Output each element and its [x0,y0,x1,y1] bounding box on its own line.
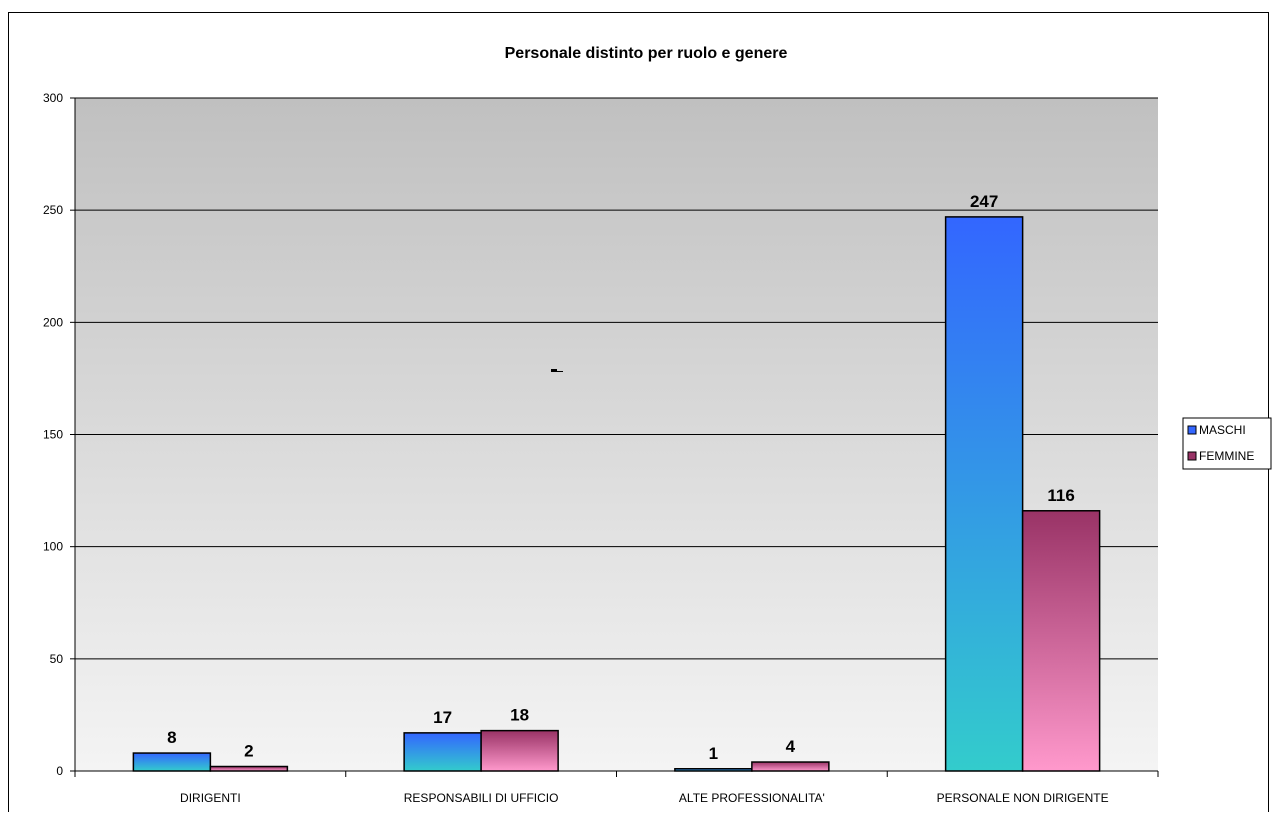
data-label: 8 [167,728,176,747]
data-label: 116 [1047,486,1074,505]
legend: MASCHI FEMMINE [1182,417,1272,470]
data-label: 2 [244,742,253,761]
y-tick-label: 150 [43,428,63,442]
stray-mark-tail [555,371,563,372]
bar-femmine-3 [1021,510,1101,772]
data-label: 1 [709,744,718,763]
stray-mark [551,369,557,372]
x-tick-label: ALTE PROFESSIONALITA' [679,791,825,805]
axes: 0 50 100 150 200 250 300 DIRIGENTI RESPONSABILI … [43,91,1159,805]
legend-swatch-femmine [1187,451,1197,461]
y-tick-label: 0 [56,764,63,778]
y-tick-label: 100 [43,540,63,554]
y-tick-label: 300 [43,91,63,105]
data-label: 247 [970,192,998,211]
bar-femmine-2 [751,761,830,772]
bar-maschi-0 [132,752,212,772]
data-labels: 8 2 17 18 1 4 247 116 [167,192,1075,763]
chart-title: Personale distinto per ruolo e genere [505,45,788,62]
bar-maschi-3 [944,216,1024,772]
data-label: 17 [433,708,452,727]
chart-frame [8,12,1269,812]
bars [132,216,1101,772]
y-tick-label: 200 [43,315,63,329]
data-label: 18 [510,706,529,725]
legend-swatch-maschi [1187,425,1197,435]
data-label: 4 [786,737,796,756]
legend-box [1182,417,1272,470]
bar-femmine-1 [480,729,559,772]
y-tick-label: 250 [43,203,63,217]
x-tick-label: RESPONSABILI DI UFFICIO [404,791,559,805]
x-tick-label: PERSONALE NON DIRIGENTE [937,791,1109,805]
bar-maschi-1 [403,732,482,772]
bar-maschi-2 [674,768,753,772]
legend-label-maschi: MASCHI [1199,423,1246,437]
y-tick-label: 50 [50,652,64,666]
x-tick-label: DIRIGENTI [180,791,241,805]
bar-femmine-0 [209,765,289,772]
gridlines [75,97,1158,660]
legend-label-femmine: FEMMINE [1199,449,1254,463]
